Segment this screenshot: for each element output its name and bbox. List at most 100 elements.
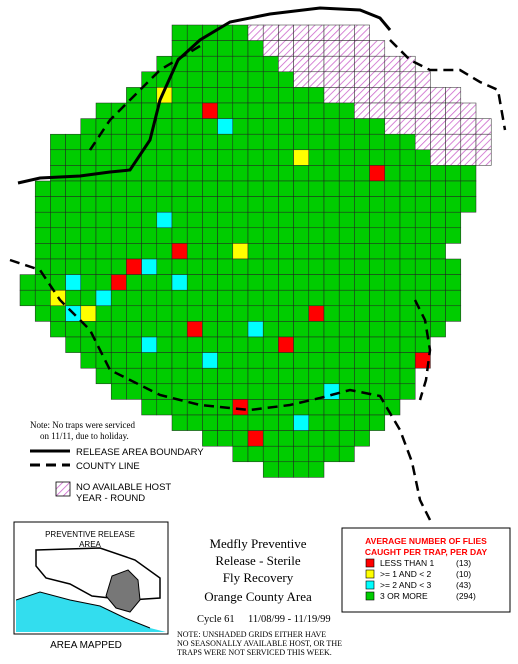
- grid-cell: [278, 274, 294, 291]
- grid-cell: [338, 305, 355, 322]
- grid-cell: [308, 336, 325, 353]
- grid-cell: [278, 243, 294, 260]
- grid-cell: [217, 274, 234, 291]
- grid-cell: [186, 55, 203, 73]
- grid-cell: [475, 133, 492, 151]
- grid-cell: [50, 180, 66, 197]
- grid-cell: [354, 211, 370, 229]
- grid-cell: [354, 399, 370, 416]
- grid-cell: [369, 274, 386, 291]
- grid-cell: [217, 55, 234, 73]
- grid-cell: [34, 227, 51, 244]
- grid-cell: [126, 274, 142, 291]
- grid-cell: [384, 227, 401, 244]
- grid-cell: [262, 24, 279, 41]
- grid-cell: [308, 196, 325, 213]
- grid-cell: [384, 180, 401, 197]
- grid-cell: [80, 118, 97, 135]
- grid-cell: [247, 258, 264, 275]
- grid-cell: [278, 102, 294, 119]
- grid-cell: [399, 227, 416, 244]
- grid-cell: [323, 414, 340, 431]
- grid-cell: [80, 227, 97, 244]
- cycle-dates: 11/08/99 - 11/19/99: [248, 614, 331, 625]
- grid-cell: [445, 133, 462, 151]
- grid-cell: [338, 165, 355, 182]
- grid-cell: [308, 430, 325, 447]
- grid-cell: [262, 102, 279, 119]
- grid-cell: [262, 274, 279, 291]
- grid-cell: [232, 305, 249, 322]
- grid-cell: [430, 258, 446, 275]
- grid-cell: [430, 243, 446, 260]
- grid-cell: [202, 55, 218, 73]
- grid-cell: [384, 367, 401, 385]
- grid-cell: [110, 227, 127, 244]
- grid-cell: [171, 414, 188, 431]
- grid-cell: [430, 180, 446, 197]
- grid-cell: [323, 165, 340, 182]
- grid-cell: [217, 414, 234, 431]
- grid-cell: [384, 336, 401, 353]
- grid-cell: [399, 180, 416, 197]
- grid-cell: [308, 40, 325, 57]
- grid-cell: [338, 430, 355, 447]
- grid-cell: [232, 102, 249, 119]
- grid-cell: [171, 336, 188, 353]
- grid-cell: [399, 352, 416, 369]
- grid-cell: [278, 24, 294, 41]
- grid-cell: [323, 102, 340, 119]
- grid-cell: [308, 102, 325, 119]
- grid-cell: [338, 71, 355, 88]
- grid-cell: [247, 274, 264, 291]
- grid-cell: [384, 102, 401, 119]
- grid-cell: [384, 321, 401, 338]
- grid-cell: [247, 165, 264, 182]
- grid-cell: [308, 258, 325, 275]
- grid-cell: [186, 102, 203, 119]
- grid-cell: [141, 165, 158, 182]
- grid-cell: [141, 399, 158, 416]
- footnote-line-2: NO SEASONALLY AVAILABLE HOST, OR THE: [177, 639, 342, 648]
- grid-cell: [293, 227, 310, 244]
- grid-cell: [338, 336, 355, 353]
- grid-cell: [50, 227, 66, 244]
- grid-cell: [445, 87, 462, 104]
- grid-cell: [65, 258, 82, 275]
- grid-cell: [384, 243, 401, 260]
- grid-cell: [156, 243, 173, 260]
- grid-cell: [141, 243, 158, 260]
- grid-cell: [171, 321, 188, 338]
- grid-cell: [399, 336, 416, 353]
- grid-cell: [141, 211, 158, 229]
- grid-cell: [414, 258, 431, 275]
- grid-cell: [95, 274, 112, 291]
- grid-cell: [95, 196, 112, 213]
- grid-cell: [430, 274, 446, 291]
- grid-cell: [293, 180, 310, 197]
- grid-cell: [323, 243, 340, 260]
- grid-cell: [232, 445, 249, 463]
- grid-cell: [232, 133, 249, 151]
- grid-cell: [247, 321, 264, 338]
- grid-cell: [430, 149, 446, 166]
- grid-cell: [247, 180, 264, 197]
- grid-cell: [445, 102, 462, 119]
- grid-cell: [126, 289, 142, 307]
- grid-cell: [414, 211, 431, 229]
- grid-cell: [445, 180, 462, 197]
- grid-cell: [247, 87, 264, 104]
- grid-cell: [141, 289, 158, 307]
- grid-cell: [399, 305, 416, 322]
- grid-cell: [217, 383, 234, 400]
- grid-cell: [126, 258, 142, 275]
- grid-cell: [399, 383, 416, 400]
- grid-cell: [171, 367, 188, 385]
- grid-cell: [50, 305, 66, 322]
- grid-cell: [247, 305, 264, 322]
- grid-cell: [171, 24, 188, 41]
- grid-cell: [399, 367, 416, 385]
- grid-cell: [34, 274, 51, 291]
- grid-cell: [430, 196, 446, 213]
- grid-cell: [445, 274, 462, 291]
